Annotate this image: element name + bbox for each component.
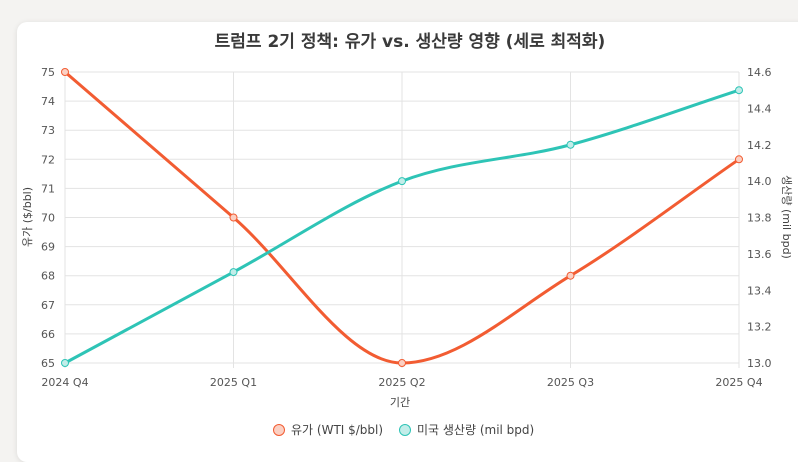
chart-title: 트럼프 2기 정책: 유가 vs. 생산량 영향 (세로 최적화) xyxy=(215,31,606,52)
right-tick-label: 14.6 xyxy=(747,66,772,79)
chart-card xyxy=(17,22,798,462)
left-tick-label: 67 xyxy=(41,299,55,312)
data-point[interactable] xyxy=(398,359,406,367)
series-group xyxy=(61,68,743,367)
left-tick-label: 66 xyxy=(41,328,55,341)
x-axis-title: 기간 xyxy=(390,396,410,409)
data-point[interactable] xyxy=(566,271,575,280)
right-tick-label: 14.0 xyxy=(747,175,772,188)
data-point[interactable] xyxy=(61,359,69,367)
legend-item-1[interactable]: 미국 생산량 (mil bpd) xyxy=(399,423,535,437)
x-tick-label: 2024 Q4 xyxy=(41,376,88,389)
legend-label: 미국 생산량 (mil bpd) xyxy=(417,423,534,437)
grid xyxy=(64,71,740,368)
legend-marker xyxy=(273,424,285,436)
legend[interactable]: 유가 (WTI $/bbl) 미국 생산량 (mil bpd) xyxy=(273,423,535,437)
left-tick-label: 68 xyxy=(41,270,55,283)
legend-item-0[interactable]: 유가 (WTI $/bbl) xyxy=(273,423,384,437)
x-tick-label: 2025 Q2 xyxy=(378,376,425,389)
x-tick-label: 2025 Q3 xyxy=(547,376,594,389)
x-tick-label: 2025 Q1 xyxy=(210,376,257,389)
left-tick-label: 74 xyxy=(41,95,55,108)
left-tick-label: 75 xyxy=(41,66,55,79)
x-tick-label: 2025 Q4 xyxy=(715,376,762,389)
x-axis-ticks: 2024 Q4 2025 Q1 2025 Q2 2025 Q3 2025 Q4 xyxy=(41,376,762,389)
right-tick-label: 13.2 xyxy=(747,321,772,334)
left-tick-label: 70 xyxy=(41,212,55,225)
right-axis-title: 생산량 (mil bpd) xyxy=(780,175,793,259)
left-axis-title: 유가 ($/bbl) xyxy=(21,187,34,247)
right-axis-ticks: 13.0 13.2 13.4 13.6 13.8 14.0 14.2 14.4 14.6 xyxy=(747,66,772,370)
right-tick-label: 13.8 xyxy=(747,212,772,225)
data-point[interactable] xyxy=(735,86,743,95)
right-tick-label: 14.4 xyxy=(747,102,772,115)
left-tick-label: 73 xyxy=(41,124,55,137)
legend-marker xyxy=(399,424,411,436)
left-tick-label: 72 xyxy=(41,153,55,166)
left-tick-label: 65 xyxy=(41,357,55,370)
data-point[interactable] xyxy=(566,140,575,149)
data-point[interactable] xyxy=(398,177,406,186)
chart-svg: 트럼프 2기 정책: 유가 vs. 생산량 영향 (세로 최적화) 65 66 67… xyxy=(21,31,793,437)
left-tick-label: 71 xyxy=(41,182,55,195)
right-tick-label: 13.4 xyxy=(747,284,772,297)
data-point[interactable] xyxy=(229,268,238,277)
left-axis-ticks: 65 66 67 68 69 70 71 72 73 74 75 xyxy=(41,66,55,370)
data-point[interactable] xyxy=(61,68,69,76)
data-point[interactable] xyxy=(735,155,743,164)
right-tick-label: 13.6 xyxy=(747,248,772,261)
legend-label: 유가 (WTI $/bbl) xyxy=(291,423,383,437)
left-tick-label: 69 xyxy=(41,241,55,254)
data-point[interactable] xyxy=(229,213,238,222)
right-tick-label: 14.2 xyxy=(747,139,772,152)
right-tick-label: 13.0 xyxy=(747,357,772,370)
